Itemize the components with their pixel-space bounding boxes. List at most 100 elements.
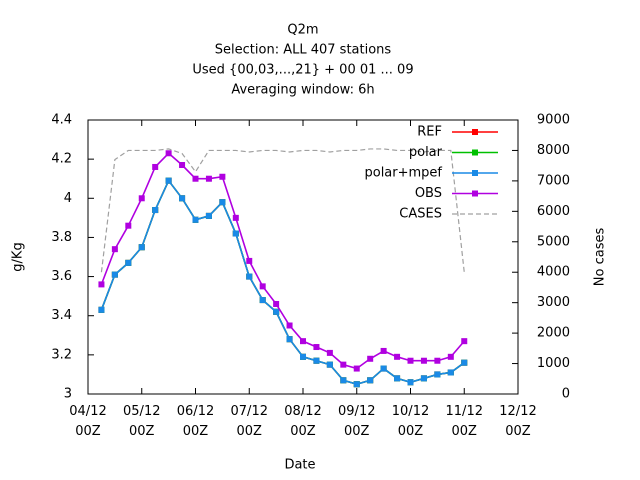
legend-label: REF xyxy=(417,125,442,140)
series-marker xyxy=(434,357,441,364)
series-marker xyxy=(367,377,374,384)
series-marker xyxy=(286,336,293,343)
series-marker xyxy=(152,207,159,214)
series-marker xyxy=(380,347,387,354)
series-marker xyxy=(461,338,468,345)
series-marker xyxy=(420,375,427,382)
series-marker xyxy=(380,365,387,372)
x-tick-label: 09/12 00Z xyxy=(338,404,375,439)
series-marker xyxy=(205,175,212,182)
chart-title: Q2m xyxy=(287,23,318,38)
x-tick-label: 04/12 00Z xyxy=(69,404,106,439)
series-marker xyxy=(340,377,347,384)
series-marker xyxy=(246,257,253,264)
y-tick-label: 4.4 xyxy=(51,113,72,128)
series-marker xyxy=(286,322,293,329)
series-marker xyxy=(407,357,414,364)
series-marker xyxy=(111,271,118,278)
series-marker xyxy=(165,150,172,157)
chart-title: Selection: ALL 407 stations xyxy=(215,43,392,58)
y2-tick-label: 3000 xyxy=(537,295,570,310)
series-marker xyxy=(138,195,145,202)
series-marker xyxy=(165,177,172,184)
legend-label: polar xyxy=(409,145,443,160)
series-line xyxy=(100,148,465,273)
series-marker xyxy=(447,353,454,360)
series-marker xyxy=(111,246,118,253)
series-marker xyxy=(313,344,320,351)
series-marker xyxy=(273,300,280,307)
series-marker xyxy=(407,379,414,386)
series-marker xyxy=(273,308,280,315)
x-tick-label: 10/12 00Z xyxy=(392,404,429,439)
y2-tick-label: 9000 xyxy=(537,113,570,128)
series-marker xyxy=(232,230,239,237)
series-marker xyxy=(461,359,468,366)
series-marker xyxy=(192,216,199,223)
series-marker xyxy=(326,349,333,356)
series-marker xyxy=(179,195,186,202)
series-marker xyxy=(259,283,266,290)
y2-tick-label: 4000 xyxy=(537,265,570,280)
y2-tick-label: 0 xyxy=(562,387,570,402)
legend-label: OBS xyxy=(415,186,442,201)
series-marker xyxy=(179,162,186,169)
series-marker xyxy=(125,222,132,229)
y2-tick-label: 6000 xyxy=(537,204,570,219)
series-marker xyxy=(152,163,159,170)
series-marker xyxy=(246,273,253,280)
series-marker xyxy=(326,361,333,368)
legend-marker xyxy=(472,170,478,176)
y-tick-label: 3.2 xyxy=(51,347,72,362)
x-tick-label: 05/12 00Z xyxy=(123,404,160,439)
series-marker xyxy=(98,281,105,288)
legend-marker xyxy=(472,149,478,156)
y2-tick-label: 2000 xyxy=(537,326,570,341)
y2-tick-label: 1000 xyxy=(537,356,570,371)
series-marker xyxy=(394,353,401,360)
series-marker xyxy=(420,357,427,364)
x-axis-label: Date xyxy=(284,458,315,473)
series-marker xyxy=(219,199,226,206)
x-tick-label: 11/12 00Z xyxy=(446,404,483,439)
series-marker xyxy=(353,365,360,372)
legend-label: CASES xyxy=(399,207,442,222)
x-tick-label: 06/12 00Z xyxy=(177,404,214,439)
series-marker xyxy=(300,338,306,345)
y-tick-label: 3 xyxy=(64,387,72,402)
series-line xyxy=(100,152,465,370)
x-tick-label: 12/12 00Z xyxy=(499,404,536,439)
y2-tick-label: 7000 xyxy=(537,173,570,188)
y-axis-label: g/Kg xyxy=(11,242,26,271)
series-marker xyxy=(434,371,441,378)
legend-label: polar+mpef xyxy=(364,166,442,181)
series-marker xyxy=(300,353,306,360)
series-marker xyxy=(313,357,320,364)
series-line xyxy=(100,179,465,386)
y2-tick-label: 8000 xyxy=(537,143,570,158)
y-tick-label: 3.4 xyxy=(51,308,72,323)
y2-tick-label: 5000 xyxy=(537,234,570,249)
series-marker xyxy=(259,297,266,304)
series-marker xyxy=(353,381,360,388)
series-marker xyxy=(232,214,239,221)
legend-marker xyxy=(472,190,478,197)
y-tick-label: 3.6 xyxy=(51,269,72,284)
series-marker xyxy=(447,369,454,376)
y2-axis-label: No cases xyxy=(593,228,608,287)
series-marker xyxy=(98,306,105,313)
series-marker xyxy=(367,355,374,362)
chart-title: Averaging window: 6h xyxy=(231,83,374,98)
series-marker xyxy=(205,212,212,219)
y-tick-label: 4 xyxy=(64,191,72,206)
y-tick-label: 4.2 xyxy=(51,152,72,167)
series-marker xyxy=(219,173,226,180)
series-marker xyxy=(340,361,347,368)
chart-title: Used {00,03,...,21} + 00 01 ... 09 xyxy=(192,63,413,78)
series-marker xyxy=(192,175,199,182)
x-tick-label: 07/12 00Z xyxy=(231,404,268,439)
x-tick-label: 08/12 00Z xyxy=(284,404,321,439)
series-marker xyxy=(394,375,401,382)
